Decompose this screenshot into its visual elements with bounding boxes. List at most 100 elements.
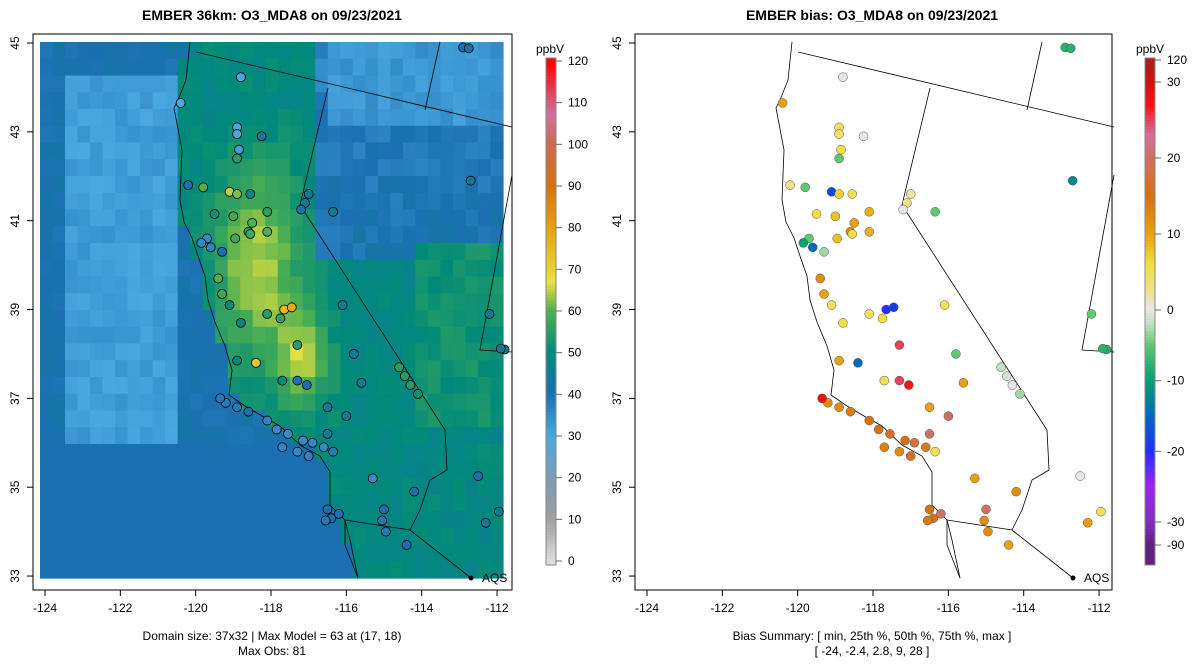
colorbar-segment bbox=[546, 97, 556, 101]
bias-station-point bbox=[834, 402, 844, 412]
grid-cell bbox=[140, 42, 154, 60]
grid-cell bbox=[140, 561, 154, 579]
grid-cell bbox=[415, 159, 429, 177]
grid-cell bbox=[427, 527, 442, 546]
grid-cell bbox=[140, 527, 154, 546]
colorbar-segment bbox=[1145, 58, 1155, 62]
grid-cell bbox=[127, 58, 141, 77]
grid-cell bbox=[327, 460, 341, 479]
colorbar-tick-label: 30 bbox=[1167, 75, 1181, 89]
colorbar-segment bbox=[1145, 163, 1155, 167]
grid-cell bbox=[352, 109, 366, 127]
grid-cell bbox=[127, 276, 141, 294]
colorbar-segment bbox=[1145, 436, 1155, 440]
colorbar-segment bbox=[1145, 496, 1155, 500]
grid-cell bbox=[265, 192, 279, 211]
colorbar-segment bbox=[546, 466, 556, 470]
grid-cell bbox=[152, 293, 166, 311]
obs-station-point bbox=[205, 242, 216, 253]
grid-cell bbox=[427, 209, 442, 227]
bias-stations bbox=[777, 42, 1112, 550]
colorbar-segment bbox=[1145, 247, 1155, 251]
grid-cell bbox=[190, 109, 204, 127]
bias-station-point bbox=[798, 238, 809, 248]
grid-cell bbox=[440, 544, 454, 562]
grid-cell bbox=[77, 176, 91, 194]
grid-cell bbox=[52, 58, 66, 77]
grid-cell bbox=[252, 192, 266, 211]
grid-cell bbox=[227, 92, 241, 110]
bias-station-point bbox=[845, 406, 856, 417]
y-tick-label: 41 bbox=[610, 214, 624, 228]
colorbar-segment bbox=[546, 310, 556, 314]
grid-cell bbox=[227, 58, 241, 77]
grid-cell bbox=[165, 226, 179, 244]
grid-cell bbox=[415, 58, 429, 77]
colorbar-segment bbox=[1145, 358, 1155, 362]
grid-cell bbox=[390, 293, 404, 311]
grid-cell bbox=[365, 109, 379, 127]
grid-cell bbox=[102, 243, 116, 261]
grid-cell bbox=[427, 42, 442, 60]
bias-station-point bbox=[1075, 471, 1085, 481]
colorbar-segment bbox=[1145, 556, 1155, 560]
grid-cell bbox=[265, 125, 279, 144]
colorbar-segment bbox=[546, 361, 556, 365]
grid-cell bbox=[352, 511, 366, 529]
grid-cell bbox=[165, 75, 179, 93]
colorbar-segment bbox=[546, 238, 556, 242]
bias-station-point bbox=[1086, 309, 1097, 319]
grid-cell bbox=[390, 58, 404, 77]
grid-cell bbox=[302, 159, 316, 177]
grid-cell bbox=[52, 125, 66, 144]
grid-cell bbox=[165, 109, 179, 127]
colorbar-segment bbox=[1145, 532, 1155, 536]
obs-station-point bbox=[175, 98, 186, 108]
bias-station-point bbox=[858, 131, 869, 142]
grid-cell bbox=[490, 326, 504, 345]
grid-cell bbox=[327, 377, 341, 395]
colorbar-segment bbox=[1145, 106, 1155, 110]
grid-cell bbox=[302, 343, 316, 361]
colorbar-segment bbox=[1145, 508, 1155, 512]
grid-cell bbox=[452, 209, 467, 227]
grid-cell bbox=[115, 393, 129, 412]
colorbar-segment bbox=[1145, 85, 1155, 89]
grid-cell bbox=[465, 125, 479, 144]
grid-cell bbox=[477, 259, 492, 278]
colorbar-segment bbox=[546, 139, 556, 143]
colorbar-segment bbox=[546, 502, 556, 506]
colorbar-segment bbox=[1145, 346, 1155, 350]
grid-cell bbox=[402, 444, 417, 462]
grid-cell bbox=[165, 125, 179, 144]
grid-cell bbox=[315, 259, 329, 278]
obs-station-point bbox=[275, 313, 286, 324]
bias-station-point bbox=[898, 204, 908, 215]
colorbar-segment bbox=[546, 451, 556, 455]
grid-cell bbox=[127, 360, 141, 378]
grid-cell bbox=[290, 75, 304, 93]
grid-cell bbox=[190, 460, 204, 479]
grid-cell bbox=[490, 360, 504, 378]
grid-cell bbox=[152, 109, 166, 127]
bias-station-point bbox=[879, 442, 890, 452]
grid-cell bbox=[127, 494, 141, 512]
grid-cell bbox=[215, 477, 229, 495]
grid-cell bbox=[452, 343, 467, 361]
grid-cell bbox=[102, 310, 116, 328]
colorbar-segment bbox=[546, 490, 556, 494]
grid-cell bbox=[440, 393, 454, 412]
colorbar-segment bbox=[1145, 523, 1155, 527]
grid-cell bbox=[365, 42, 379, 60]
grid-cell bbox=[165, 444, 179, 462]
colorbar-segment bbox=[1145, 487, 1155, 491]
bias-station-point bbox=[834, 189, 844, 199]
grid-cell bbox=[377, 259, 391, 278]
obs-station-point bbox=[303, 189, 314, 199]
colorbar-segment bbox=[546, 241, 556, 245]
colorbar-segment bbox=[546, 556, 556, 560]
colorbar-segment bbox=[1145, 193, 1155, 197]
grid-cell bbox=[290, 561, 304, 579]
grid-cell bbox=[327, 58, 341, 77]
colorbar-segment bbox=[1145, 490, 1155, 494]
